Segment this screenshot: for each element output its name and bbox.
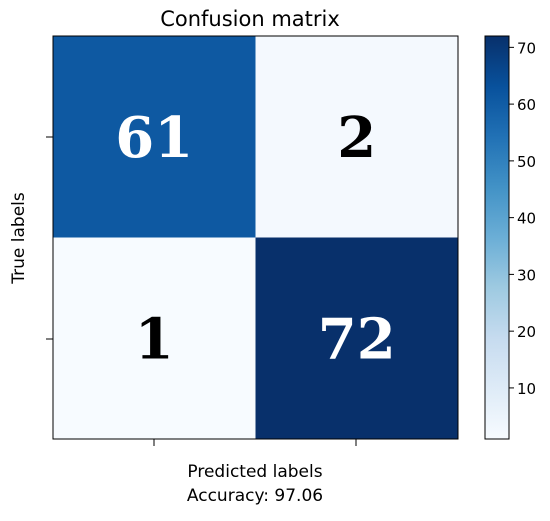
colorbar-ticks: 10 20 30 40 50 60 70: [509, 39, 536, 398]
cell-value-label: 72: [318, 306, 396, 372]
cell-value-label: 2: [337, 105, 376, 171]
heatmap-cell: [255, 36, 458, 238]
heatmap-cell: [53, 237, 256, 439]
y-axis: True labels: [9, 136, 53, 340]
x-axis-secondary-label: Accuracy: 97.06: [187, 486, 323, 506]
colorbar: 10 20 30 40 50 60 70: [484, 35, 536, 440]
cell-value-label: 1: [135, 306, 174, 372]
colorbar-gradient: [485, 36, 509, 439]
colorbar-tick-label: 70: [517, 39, 536, 57]
colorbar-tick-label: 10: [517, 380, 536, 398]
colorbar-tick-label: 40: [517, 210, 536, 228]
chart-title: Confusion matrix: [160, 7, 340, 31]
heatmap-cell: [53, 36, 256, 238]
colorbar-tick-label: 30: [517, 266, 536, 284]
x-axis-label: Predicted labels: [187, 462, 322, 482]
heatmap-cells: 61 2 1 72: [53, 36, 458, 439]
colorbar-tick-label: 60: [517, 96, 536, 114]
y-axis-label: True labels: [9, 192, 29, 285]
colorbar-frame: [484, 35, 510, 440]
x-axis: Predicted labels Accuracy: 97.06: [153, 439, 357, 506]
colorbar-tick-label: 50: [517, 153, 536, 171]
cell-value-label: 61: [115, 105, 193, 171]
plot-frame: [52, 35, 459, 440]
colorbar-tick-label: 20: [517, 323, 536, 341]
heatmap-cell: [255, 237, 458, 439]
